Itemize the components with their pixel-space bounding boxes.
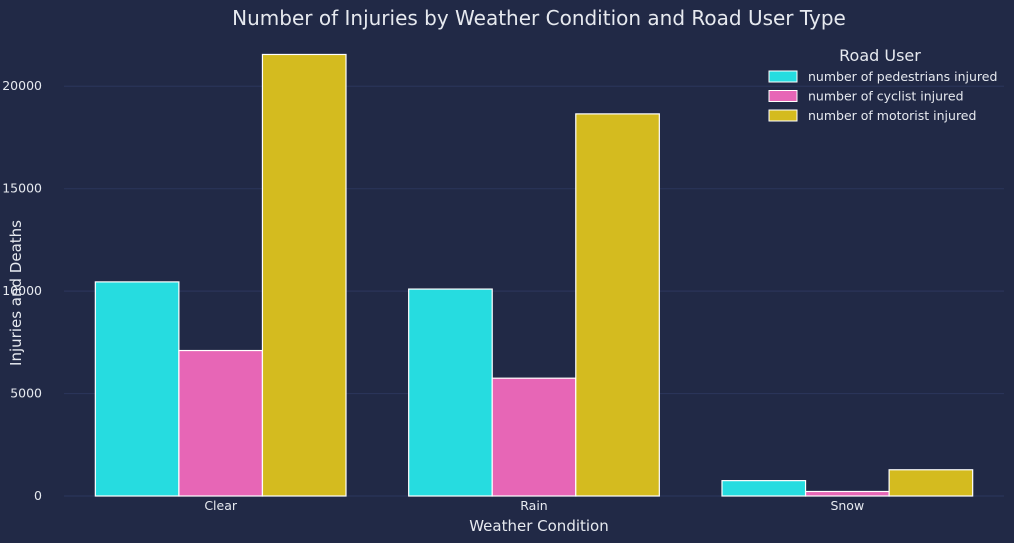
bars bbox=[94, 53, 974, 497]
legend-label: number of cyclist injured bbox=[808, 89, 964, 104]
x-tick-label-snow: Snow bbox=[830, 498, 864, 513]
bar-rain-series-2 bbox=[575, 113, 660, 497]
legend-label: number of motorist injured bbox=[808, 108, 976, 123]
x-axis-label: Weather Condition bbox=[469, 517, 609, 535]
bar-clear-series-0 bbox=[94, 281, 180, 497]
bar-rain-series-1 bbox=[491, 377, 577, 497]
y-axis-ticks: 0 5000 10000 15000 20000 bbox=[2, 78, 42, 503]
x-tick-label-rain: Rain bbox=[520, 498, 547, 513]
bar-clear-series-2 bbox=[261, 53, 347, 497]
legend: Road User number of pedestrians injured n… bbox=[768, 46, 997, 123]
x-axis-ticks: Clear Rain Snow bbox=[204, 498, 864, 513]
legend-title: Road User bbox=[839, 46, 921, 65]
bar-rain-series-0 bbox=[408, 288, 493, 497]
y-tick-label: 0 bbox=[34, 488, 42, 503]
y-axis-label: Injuries and Deaths bbox=[7, 220, 25, 366]
bar-snow-series-1 bbox=[804, 490, 890, 497]
y-tick-label: 20000 bbox=[2, 78, 42, 93]
legend-label: number of pedestrians injured bbox=[808, 69, 997, 84]
y-tick-label: 5000 bbox=[10, 386, 42, 401]
y-tick-label: 15000 bbox=[2, 181, 42, 196]
legend-swatch bbox=[768, 109, 798, 122]
bar-snow-series-2 bbox=[888, 469, 974, 497]
bar-clear-series-1 bbox=[178, 349, 264, 497]
bar-snow-series-0 bbox=[721, 480, 807, 497]
legend-swatch bbox=[768, 70, 798, 83]
y-tick-label: 10000 bbox=[2, 283, 42, 298]
x-tick-label-clear: Clear bbox=[204, 498, 238, 513]
chart-title: Number of Injuries by Weather Condition … bbox=[232, 6, 846, 30]
legend-swatch bbox=[768, 90, 798, 102]
